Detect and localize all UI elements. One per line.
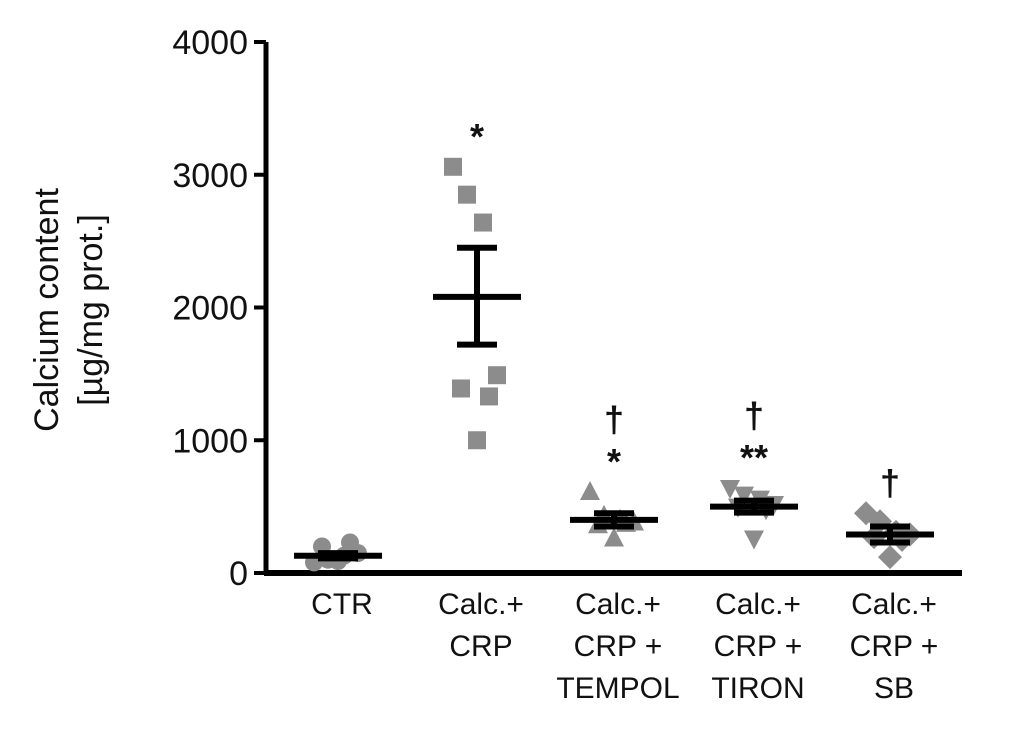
y-axis-title-line2: [µg/mg prot.]	[72, 214, 110, 406]
data-point	[444, 157, 462, 176]
x-category-label: CRP	[449, 630, 512, 663]
data-groups: **†**††	[294, 116, 934, 572]
x-category-label: Calc.+	[715, 588, 801, 621]
y-tick-label: 1000	[172, 422, 248, 460]
x-category-label: Calc.+	[575, 588, 661, 621]
data-group: **†	[710, 395, 798, 550]
data-point	[458, 185, 476, 204]
data-point	[744, 530, 764, 550]
y-ticks: 0 1000 2000 3000 4000	[172, 24, 266, 593]
data-point	[341, 533, 359, 552]
data-point	[488, 366, 506, 385]
significance-label: *	[470, 116, 484, 157]
x-category-label: TIRON	[711, 672, 804, 705]
x-category-label: CRP +	[850, 630, 939, 663]
x-category-labels: CTR Calc.+ CRP Calc.+ CRP + TEMPOL Calc.+ CRP +…	[311, 588, 938, 705]
data-point	[452, 379, 470, 398]
data-point	[480, 387, 498, 406]
x-category-label: CRP +	[574, 630, 663, 663]
data-point	[720, 480, 740, 500]
y-tick-label: 4000	[172, 24, 248, 62]
data-point	[878, 545, 902, 570]
data-group: †	[846, 462, 934, 570]
significance-label: †	[744, 395, 764, 436]
data-point	[474, 213, 492, 232]
data-point	[580, 481, 600, 501]
x-category-label: TEMPOL	[556, 672, 679, 705]
y-axis-title-line1: Calcium content	[28, 188, 66, 432]
x-category-label: Calc.+	[438, 588, 524, 621]
y-tick-label: 2000	[172, 290, 248, 328]
data-point	[604, 527, 624, 547]
significance-label: †	[880, 462, 900, 503]
axes	[263, 42, 962, 576]
x-category-label: Calc.+	[851, 588, 937, 621]
data-group: *	[433, 116, 521, 450]
data-point	[468, 431, 486, 450]
y-axis-title: Calcium content [µg/mg prot.]	[28, 188, 110, 432]
x-category-label: CTR	[311, 588, 373, 621]
significance-label: **	[740, 437, 768, 478]
y-tick-label: 0	[229, 555, 248, 593]
data-group	[294, 533, 382, 572]
x-category-label: CRP +	[714, 630, 803, 663]
x-category-label: SB	[874, 672, 914, 705]
significance-label: *	[607, 441, 621, 482]
y-tick-label: 3000	[172, 157, 248, 195]
data-group: *†	[570, 399, 658, 547]
significance-label: †	[604, 399, 624, 440]
data-point	[734, 486, 754, 506]
